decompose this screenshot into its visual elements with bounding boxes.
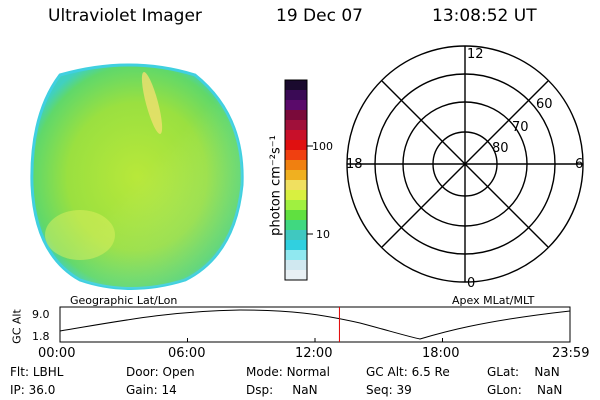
mlt-label-6: 6: [575, 157, 584, 172]
lat-label-70: 70: [512, 120, 529, 135]
colorbar-band: [285, 190, 307, 201]
colorbar-band: [285, 220, 307, 231]
colorbar-band: [285, 150, 307, 161]
colorbar-band: [285, 140, 307, 151]
status-gc-alt: GC Alt: 6.5 Re: [366, 365, 450, 379]
status-door: Door: Open: [126, 365, 195, 379]
aurora-glow: [45, 210, 115, 260]
status-dsp: Dsp: NaN: [246, 383, 318, 397]
colorbar-band: [285, 270, 307, 281]
colorbar-unit-label: photon cm⁻²s⁻¹: [268, 135, 284, 236]
xtick-label-3: 18:00: [422, 346, 460, 361]
altitude-curve: [59, 309, 571, 340]
timeline-ytick-bottom: 1.8: [32, 330, 50, 343]
time-label: 13:08:52 UT: [432, 6, 537, 26]
mlt-label-0: 0: [467, 276, 476, 291]
colorbar-band: [285, 130, 307, 141]
colorbar-band: [285, 80, 307, 91]
status-glat: GLat: NaN: [487, 365, 560, 379]
status-flt: Flt: LBHL: [10, 365, 64, 379]
colorbar-band: [285, 100, 307, 111]
uv-image: [30, 63, 244, 290]
colorbar: [284, 79, 313, 281]
timeline-right-caption: Apex MLat/MLT: [452, 294, 535, 307]
timeline-ytick-top: 9.0: [32, 308, 50, 321]
aurora-streak: [141, 72, 163, 134]
colorbar-band: [285, 240, 307, 251]
polar-grid: [346, 45, 584, 283]
colorbar-band: [285, 160, 307, 171]
colorbar-band: [285, 210, 307, 221]
colorbar-band: [285, 110, 307, 121]
colorbar-band: [285, 250, 307, 261]
status-ip: IP: 36.0: [10, 383, 56, 397]
colorbar-tick-label-100: 100: [312, 140, 333, 153]
colorbar-band: [285, 200, 307, 211]
colorbar-band: [285, 230, 307, 241]
mlt-label-18: 18: [346, 157, 363, 172]
xtick-label-1: 06:00: [168, 346, 206, 361]
colorbar-band: [285, 90, 307, 101]
colorbar-band: [285, 120, 307, 131]
status-glon: GLon: NaN: [487, 383, 563, 397]
xtick-label-4: 23:59: [552, 346, 590, 361]
lat-label-60: 60: [536, 97, 553, 112]
app-title: Ultraviolet Imager: [48, 6, 202, 26]
lat-label-80: 80: [492, 141, 509, 156]
status-mode: Mode: Normal: [246, 365, 330, 379]
colorbar-band: [285, 170, 307, 181]
colorbar-band: [285, 180, 307, 191]
timeline-left-caption: Geographic Lat/Lon: [70, 294, 178, 307]
xtick-label-2: 12:00: [295, 346, 333, 361]
mlt-line-diag2: [381, 80, 549, 248]
status-seq: Seq: 39: [366, 383, 412, 397]
status-gain: Gain: 14: [126, 383, 177, 397]
colorbar-tick-label-10: 10: [316, 228, 330, 241]
date-label: 19 Dec 07: [276, 6, 363, 26]
timeline-plot: [59, 306, 571, 343]
xtick-label-0: 00:00: [38, 346, 76, 361]
timeline-ylabel: GC Alt: [10, 309, 24, 344]
colorbar-band: [285, 260, 307, 271]
mlt-label-12: 12: [467, 47, 484, 62]
